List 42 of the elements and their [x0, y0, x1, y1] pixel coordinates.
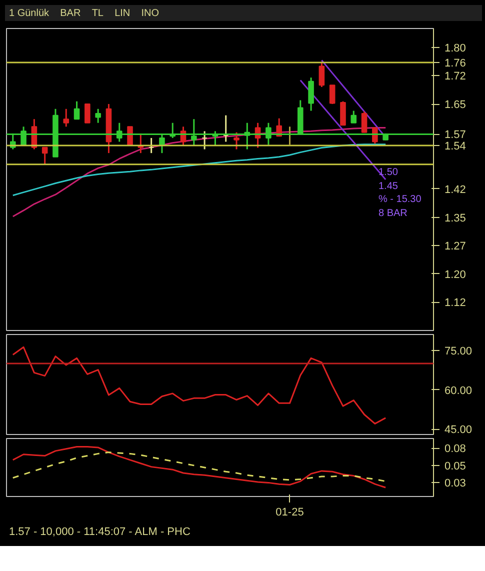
- line-series: [12, 446, 386, 488]
- annotation: % - 15.30: [378, 194, 422, 205]
- y-tick-label: 60.00: [444, 384, 472, 397]
- text: 1.57 - 10,000 - 11:45:07 - ALM - PHC: [9, 525, 190, 540]
- annotation: 1.50: [378, 166, 398, 178]
- candlestick: [148, 137, 154, 154]
- candlestick: [308, 76, 314, 112]
- y-tick-label: 1.35: [444, 212, 466, 224]
- y-tick-label: 1.12: [444, 297, 466, 310]
- ref-line-label: 1.76: [444, 57, 466, 70]
- candlestick: [42, 146, 48, 166]
- ref-line-label: 1.54: [444, 140, 466, 153]
- candlestick: [63, 108, 70, 128]
- line-series: [12, 452, 386, 482]
- candlestick: [318, 60, 325, 88]
- y-tick-label: 75.00: [444, 345, 472, 358]
- candlestick: [95, 108, 101, 124]
- annotation: 8 BAR: [378, 208, 408, 219]
- y-tick-label: 1.80: [444, 42, 466, 54]
- y-tick-label: 0.03: [444, 478, 466, 490]
- text: 1 Günlük BAR TL LIN INO: [9, 8, 160, 19]
- y-tick-label: 1.27: [444, 240, 466, 253]
- line-series: [12, 346, 386, 424]
- annotation: 1.45: [378, 180, 398, 192]
- candlestick: [234, 132, 240, 150]
- candlestick: [361, 110, 368, 134]
- candlestick: [74, 100, 80, 120]
- candlestick: [84, 104, 90, 124]
- y-tick-label: 0.08: [444, 443, 466, 456]
- x-tick-label: 01-25: [276, 506, 304, 518]
- y-tick-label: 1.20: [444, 268, 466, 281]
- y-tick-label: 1.65: [444, 99, 466, 111]
- candlestick: [340, 100, 346, 126]
- y-tick-label: 0.05: [444, 460, 466, 472]
- ref-line-label: 1.57: [444, 129, 466, 142]
- candlestick: [202, 130, 208, 150]
- candlestick: [350, 110, 357, 124]
- candlestick: [222, 114, 229, 142]
- y-tick-label: 1.72: [444, 70, 466, 83]
- y-tick-label: 1.42: [444, 184, 466, 196]
- y-tick-label: 45.00: [444, 424, 472, 436]
- candlestick: [329, 84, 336, 105]
